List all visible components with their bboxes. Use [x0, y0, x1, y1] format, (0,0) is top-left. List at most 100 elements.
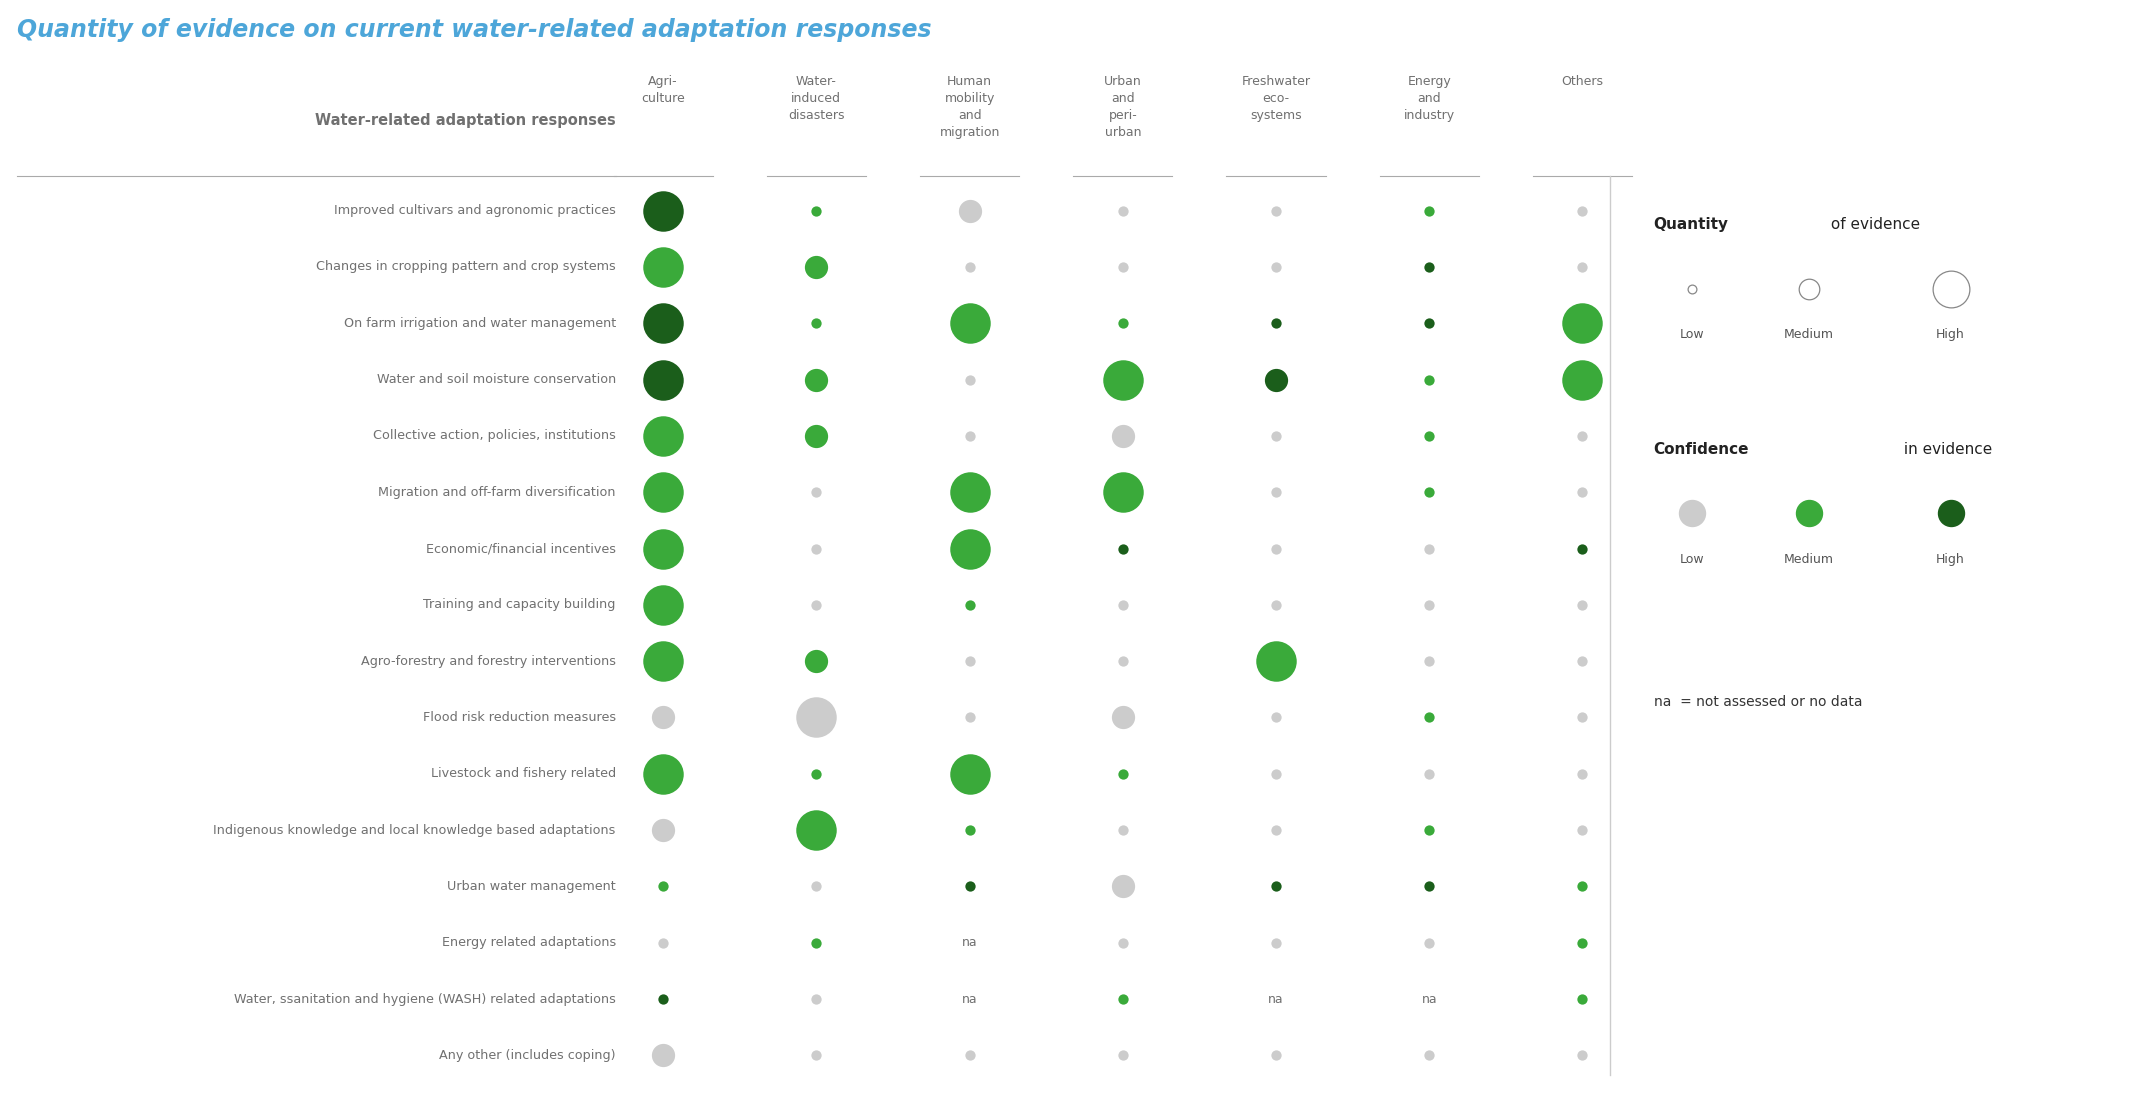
Text: Energy related adaptations: Energy related adaptations — [441, 936, 616, 949]
Point — [646, 878, 680, 895]
Point — [1565, 371, 1600, 388]
Point — [799, 822, 833, 839]
Point — [1260, 765, 1294, 782]
Point — [952, 653, 986, 670]
Text: High: High — [1936, 553, 1966, 566]
Point — [1412, 202, 1447, 219]
Text: na: na — [1421, 993, 1436, 1006]
Point — [952, 371, 986, 388]
Point — [1565, 765, 1600, 782]
Text: Water, ssanitation and hygiene (WASH) related adaptations: Water, ssanitation and hygiene (WASH) re… — [235, 993, 616, 1006]
Point — [952, 258, 986, 275]
Point — [799, 484, 833, 501]
Text: Human
mobility
and
migration: Human mobility and migration — [939, 75, 999, 138]
Point — [1565, 258, 1600, 275]
Point — [1260, 822, 1294, 839]
Text: na: na — [1268, 993, 1283, 1006]
Point — [1107, 427, 1141, 444]
Point — [1412, 1047, 1447, 1064]
Point — [1260, 427, 1294, 444]
Point — [646, 653, 680, 670]
Point — [1107, 765, 1141, 782]
Point — [1107, 934, 1141, 951]
Point — [952, 765, 986, 782]
Text: Freshwater
eco-
systems: Freshwater eco- systems — [1242, 75, 1311, 122]
Point — [1933, 505, 1968, 522]
Point — [646, 991, 680, 1008]
Text: Any other (includes coping): Any other (includes coping) — [439, 1049, 616, 1062]
Text: Flood risk reduction measures: Flood risk reduction measures — [422, 711, 616, 724]
Text: Livestock and fishery related: Livestock and fishery related — [431, 767, 616, 780]
Text: of evidence: of evidence — [1826, 217, 1920, 233]
Point — [646, 258, 680, 275]
Point — [1107, 371, 1141, 388]
Point — [1675, 280, 1709, 297]
Point — [952, 315, 986, 332]
Text: Others: Others — [1561, 75, 1604, 88]
Point — [799, 315, 833, 332]
Point — [1412, 653, 1447, 670]
Point — [1565, 484, 1600, 501]
Text: Training and capacity building: Training and capacity building — [424, 598, 616, 611]
Point — [799, 934, 833, 951]
Point — [1412, 709, 1447, 726]
Point — [799, 258, 833, 275]
Text: in evidence: in evidence — [1899, 442, 1992, 457]
Text: na: na — [962, 993, 977, 1006]
Point — [1565, 822, 1600, 839]
Point — [1412, 765, 1447, 782]
Point — [1565, 315, 1600, 332]
Text: Medium: Medium — [1783, 553, 1834, 566]
Point — [646, 934, 680, 951]
Point — [646, 822, 680, 839]
Point — [1412, 315, 1447, 332]
Point — [1565, 934, 1600, 951]
Point — [799, 765, 833, 782]
Point — [1260, 1047, 1294, 1064]
Point — [1412, 258, 1447, 275]
Point — [1565, 709, 1600, 726]
Point — [1412, 484, 1447, 501]
Point — [646, 371, 680, 388]
Text: Low: Low — [1679, 553, 1705, 566]
Point — [799, 709, 833, 726]
Text: Agro-forestry and forestry interventions: Agro-forestry and forestry interventions — [362, 655, 616, 668]
Point — [1107, 1047, 1141, 1064]
Point — [952, 822, 986, 839]
Point — [952, 427, 986, 444]
Point — [952, 484, 986, 501]
Text: Water-
induced
disasters: Water- induced disasters — [788, 75, 844, 122]
Point — [1260, 653, 1294, 670]
Point — [1565, 878, 1600, 895]
Text: Low: Low — [1679, 328, 1705, 341]
Point — [799, 427, 833, 444]
Text: Improved cultivars and agronomic practices: Improved cultivars and agronomic practic… — [334, 204, 616, 217]
Point — [952, 202, 986, 219]
Point — [646, 765, 680, 782]
Point — [1565, 540, 1600, 557]
Point — [1107, 878, 1141, 895]
Point — [1107, 484, 1141, 501]
Point — [1260, 315, 1294, 332]
Point — [1260, 371, 1294, 388]
Point — [1412, 427, 1447, 444]
Point — [646, 427, 680, 444]
Point — [1565, 596, 1600, 613]
Point — [1107, 596, 1141, 613]
Point — [1107, 991, 1141, 1008]
Point — [1260, 709, 1294, 726]
Text: Quantity of evidence on current water-related adaptation responses: Quantity of evidence on current water-re… — [17, 18, 932, 42]
Point — [1107, 822, 1141, 839]
Point — [952, 709, 986, 726]
Point — [1260, 934, 1294, 951]
Point — [1565, 991, 1600, 1008]
Point — [1565, 427, 1600, 444]
Text: Collective action, policies, institutions: Collective action, policies, institution… — [372, 429, 616, 442]
Point — [1791, 280, 1826, 297]
Text: High: High — [1936, 328, 1966, 341]
Point — [1260, 484, 1294, 501]
Point — [1260, 202, 1294, 219]
Point — [646, 202, 680, 219]
Point — [1107, 315, 1141, 332]
Text: Medium: Medium — [1783, 328, 1834, 341]
